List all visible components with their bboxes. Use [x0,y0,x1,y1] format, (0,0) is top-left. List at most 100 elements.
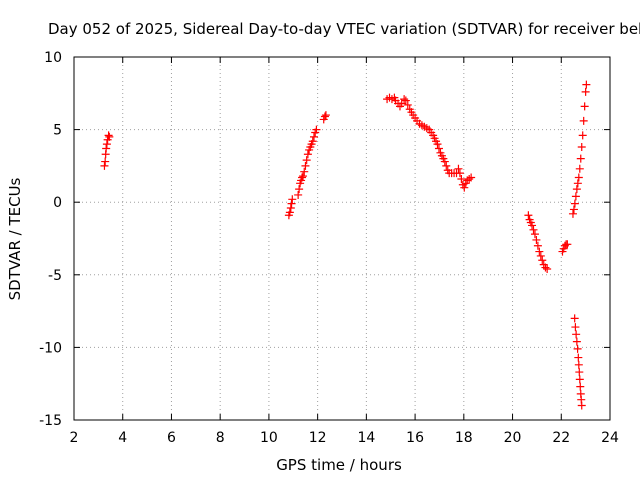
y-tick-label: -15 [39,413,62,429]
data-point [577,401,586,410]
data-point [465,174,474,183]
data-point [300,167,309,176]
x-tick-label: 22 [552,430,570,446]
y-tick-label: 10 [44,50,62,66]
x-tick-label: 2 [70,430,79,446]
data-point [568,209,577,218]
data-point [570,314,579,323]
data-point [576,382,585,391]
data-point [532,235,541,244]
data-point [575,368,584,377]
data-point [321,111,330,120]
data-point [577,143,586,152]
data-point [528,221,537,230]
data-point [579,116,588,125]
x-tick-label: 12 [309,430,327,446]
x-tick-label: 14 [357,430,375,446]
data-point [467,173,476,182]
data-point [102,140,111,149]
data-point [570,199,579,208]
data-points [100,80,591,410]
y-tick-label: -10 [39,340,62,356]
data-point [541,263,550,272]
data-point [563,240,572,249]
data-point [301,161,310,170]
data-point [574,360,583,369]
data-point [320,112,329,121]
x-tick-label: 4 [118,430,127,446]
data-point [309,132,318,141]
data-point [578,131,587,140]
x-tick-label: 8 [216,430,225,446]
data-point [400,95,409,104]
data-point [573,179,582,188]
data-point [536,251,545,260]
data-point [543,264,552,273]
data-point [288,195,297,204]
data-point [538,256,547,265]
data-point [572,337,581,346]
x-tick-label: 18 [455,430,473,446]
data-point [535,247,544,256]
y-tick-label: 0 [53,195,62,211]
data-point [287,199,296,208]
grid-lines [74,57,610,420]
data-point [533,241,542,250]
x-axis-label: GPS time / hours [276,456,402,474]
data-point [100,161,109,170]
data-point [104,131,113,140]
data-point [312,125,321,134]
data-point [569,205,578,214]
data-point [440,157,449,166]
data-point [575,164,584,173]
y-tick-label: 5 [53,123,62,139]
data-point [303,150,312,159]
data-point [582,80,591,89]
data-point [572,185,581,194]
data-point [298,173,307,182]
data-point [295,185,304,194]
data-point [581,87,590,96]
data-point [530,230,539,239]
plot-border [73,56,611,421]
data-point [442,161,451,170]
data-point [571,192,580,201]
data-point [580,102,589,111]
data-point [434,144,443,153]
data-point [576,154,585,163]
chart-title: Day 052 of 2025, Sidereal Day-to-day VTE… [48,20,640,38]
data-point [302,156,311,165]
x-tick-label: 6 [167,430,176,446]
data-point [102,144,111,153]
x-tick-label: 16 [406,430,424,446]
data-point [574,173,583,182]
data-point [403,100,412,109]
data-point [101,157,110,166]
data-point [308,137,317,146]
data-point [575,375,584,384]
data-point [285,208,294,217]
data-point [455,169,464,178]
axes [73,56,611,421]
y-tick-label: -5 [48,268,62,284]
data-point [573,344,582,353]
x-tick-label: 24 [601,430,619,446]
y-axis-label: SDTVAR / TECUs [6,177,24,300]
data-point [299,172,308,181]
data-point [454,164,463,173]
data-point [294,190,303,199]
data-point [457,174,466,183]
data-point [524,211,533,220]
data-point [529,225,538,234]
data-point [397,99,406,108]
data-point [571,323,580,332]
x-tick-label: 10 [260,430,278,446]
data-point [433,140,442,149]
data-point [105,132,114,141]
x-tick-label: 20 [504,430,522,446]
data-point [574,353,583,362]
data-point [460,183,469,192]
